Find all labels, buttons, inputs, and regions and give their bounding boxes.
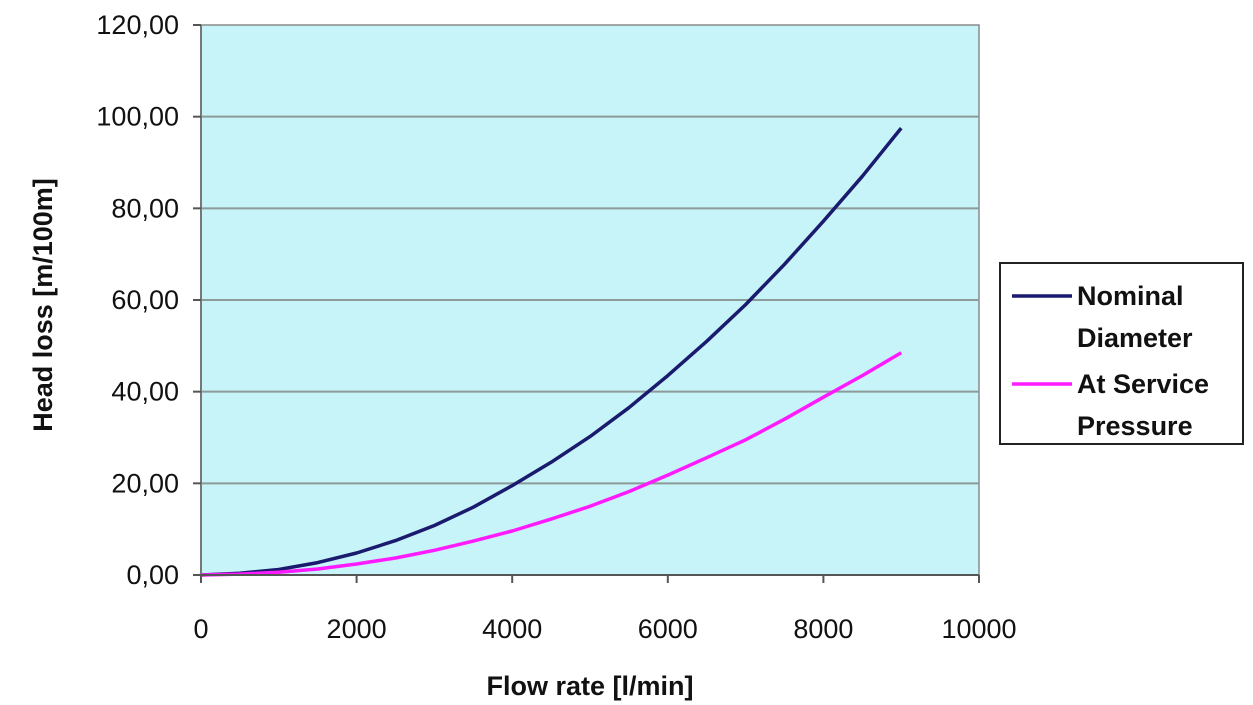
x-tick-label: 2000 <box>327 614 387 644</box>
y-tick-label: 0,00 <box>126 560 179 590</box>
y-tick-label: 40,00 <box>111 377 179 407</box>
legend-label: At Service <box>1077 369 1209 399</box>
y-tick-label: 20,00 <box>111 468 179 498</box>
x-tick-label: 8000 <box>793 614 853 644</box>
y-axis-title: Head loss [m/100m] <box>28 178 58 432</box>
x-tick-label: 4000 <box>482 614 542 644</box>
y-tick-label: 60,00 <box>111 285 179 315</box>
legend-label: Nominal <box>1077 281 1184 311</box>
y-axis-ticks: 0,00 20,00 40,00 60,00 80,00 100,00 120,00 <box>96 10 201 590</box>
x-tick-label: 6000 <box>638 614 698 644</box>
x-tick-label: 0 <box>193 614 208 644</box>
y-tick-label: 100,00 <box>96 102 179 132</box>
x-axis-title: Flow rate [l/min] <box>486 671 693 701</box>
y-tick-label: 80,00 <box>111 193 179 223</box>
x-axis-ticks: 0 2000 4000 6000 8000 10000 <box>193 575 1016 644</box>
legend-label: Diameter <box>1077 323 1193 353</box>
legend: Nominal Diameter At Service Pressure <box>1000 263 1243 444</box>
x-tick-label: 10000 <box>941 614 1016 644</box>
y-tick-label: 120,00 <box>96 10 179 40</box>
legend-label: Pressure <box>1077 411 1193 441</box>
